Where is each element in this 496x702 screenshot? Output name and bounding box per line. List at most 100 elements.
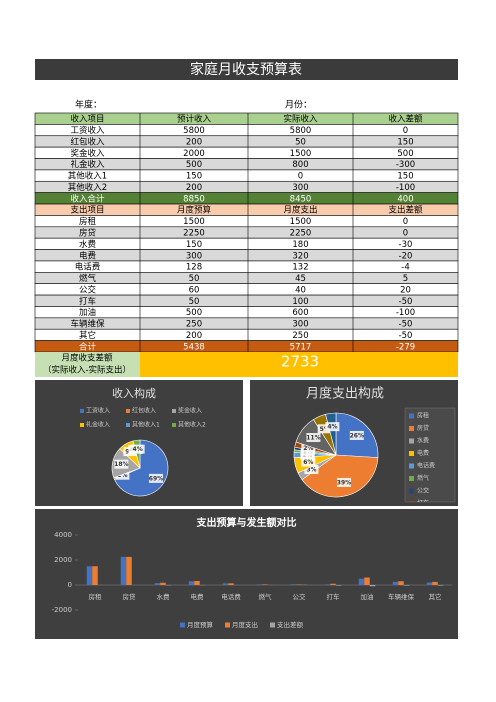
chart-title: 支出预算与发生额对比 <box>196 516 297 529</box>
table-cell: 水费 <box>79 239 97 250</box>
x-tick-label: 房贷 <box>123 592 137 601</box>
bar <box>194 581 200 585</box>
table-cell: 500 <box>186 308 202 318</box>
table-cell: 8450 <box>290 194 312 204</box>
data-label-bg <box>349 430 364 440</box>
data-label: 2% <box>303 445 313 452</box>
chart-title: 月度支出构成 <box>306 386 384 402</box>
y-tick-label: 2000 <box>54 556 72 564</box>
legend-swatch <box>409 488 414 494</box>
legend-swatch <box>172 423 176 427</box>
table-cell: 红包收入 <box>70 136 105 147</box>
legend-swatch <box>180 622 185 628</box>
table-cell: -100 <box>396 308 415 318</box>
table-cell: 礼金收入 <box>70 159 105 170</box>
bar <box>228 583 234 585</box>
table-cell: 收入合计 <box>70 193 105 204</box>
data-label: 1% <box>117 472 127 479</box>
chart-title: 收入构成 <box>112 386 156 400</box>
data-label-bg <box>325 422 340 432</box>
table-cell: 0 <box>403 217 408 227</box>
table-cell: 5 <box>403 274 408 284</box>
legend-label: 打车 <box>417 499 429 507</box>
table-cell: 45 <box>295 274 306 284</box>
bar <box>86 566 93 585</box>
data-label-bg <box>317 424 332 434</box>
balance-label-cell <box>35 351 140 377</box>
legend-swatch <box>409 463 414 469</box>
legend-label: 其他收入2 <box>178 421 206 429</box>
table-cell: 工资收入 <box>70 125 105 136</box>
table-row <box>34 272 459 285</box>
table-cell: 150 <box>186 240 202 250</box>
legend-label: 其他收入1 <box>132 421 160 429</box>
table-cell: -100 <box>396 183 415 193</box>
bar <box>160 582 166 585</box>
table-cell: 500 <box>397 149 413 159</box>
data-label-bg <box>301 443 316 453</box>
table-row <box>34 328 459 341</box>
balance-label: 月度收支差额 <box>61 352 113 363</box>
data-label: 6% <box>303 459 313 466</box>
title-bar <box>35 59 458 80</box>
x-tick-label: 其它 <box>429 592 442 601</box>
table-row <box>34 215 459 228</box>
table-cell: 其他收入2 <box>68 182 107 193</box>
table-cell: 50 <box>189 274 200 284</box>
table-row <box>34 283 459 296</box>
legend-swatch <box>80 409 84 413</box>
legend-swatch <box>409 476 414 481</box>
table-cell: 50 <box>295 137 306 147</box>
legend-swatch <box>225 622 230 628</box>
table-cell: 8850 <box>183 194 205 204</box>
data-label: 69% <box>149 475 163 482</box>
table-cell: -4 <box>401 263 409 273</box>
table-cell: 电费 <box>79 250 97 261</box>
legend-label: 红包收入 <box>132 407 156 415</box>
table-cell: 150 <box>397 137 413 147</box>
table-cell: 月度预算 <box>177 205 212 216</box>
balance-value-cell <box>140 351 458 377</box>
bar <box>154 583 161 585</box>
table-cell: 200 <box>186 137 202 147</box>
legend-label: 房贷 <box>417 424 429 432</box>
page-title: 家庭月收支预算表 <box>190 61 302 78</box>
data-label-bg <box>115 470 130 480</box>
bar <box>296 584 302 585</box>
table-cell: 0 <box>298 172 303 182</box>
month-label: 月份： <box>285 99 312 111</box>
table-cell: 400 <box>397 194 413 204</box>
x-tick-label: 水费 <box>157 592 171 601</box>
table-cell: 打车 <box>79 296 96 307</box>
legend-label: 电话费 <box>417 462 435 470</box>
data-label: 5% <box>320 426 330 433</box>
legend-swatch <box>409 438 414 444</box>
table-cell: -30 <box>399 240 413 250</box>
data-label: 11% <box>306 434 320 441</box>
data-label: 39% <box>337 479 351 486</box>
chart-background <box>35 509 458 639</box>
legend-swatch <box>172 409 176 413</box>
table-cell: -50 <box>399 331 413 341</box>
y-tick-label: 0 <box>68 581 72 589</box>
legend-swatch <box>126 423 130 427</box>
data-label-bg <box>301 457 316 467</box>
legend-swatch <box>126 409 130 413</box>
legend-swatch <box>80 423 84 427</box>
table-cell: -300 <box>396 160 415 170</box>
table-cell: 车辆维保 <box>70 319 105 330</box>
table-cell: -50 <box>399 320 413 330</box>
bar <box>262 584 268 585</box>
table-cell: 电话费 <box>75 262 101 273</box>
bar <box>290 584 297 585</box>
bar <box>335 585 342 586</box>
table-cell: 5800 <box>290 126 312 136</box>
x-tick-label: 燃气 <box>259 592 273 601</box>
table-cell: 收入差额 <box>388 114 423 125</box>
table-cell: 5717 <box>290 342 312 352</box>
table-cell: 300 <box>292 320 308 330</box>
table-cell: 预计收入 <box>177 114 212 125</box>
table-row <box>34 249 459 262</box>
y-tick-label: 4000 <box>54 531 72 539</box>
